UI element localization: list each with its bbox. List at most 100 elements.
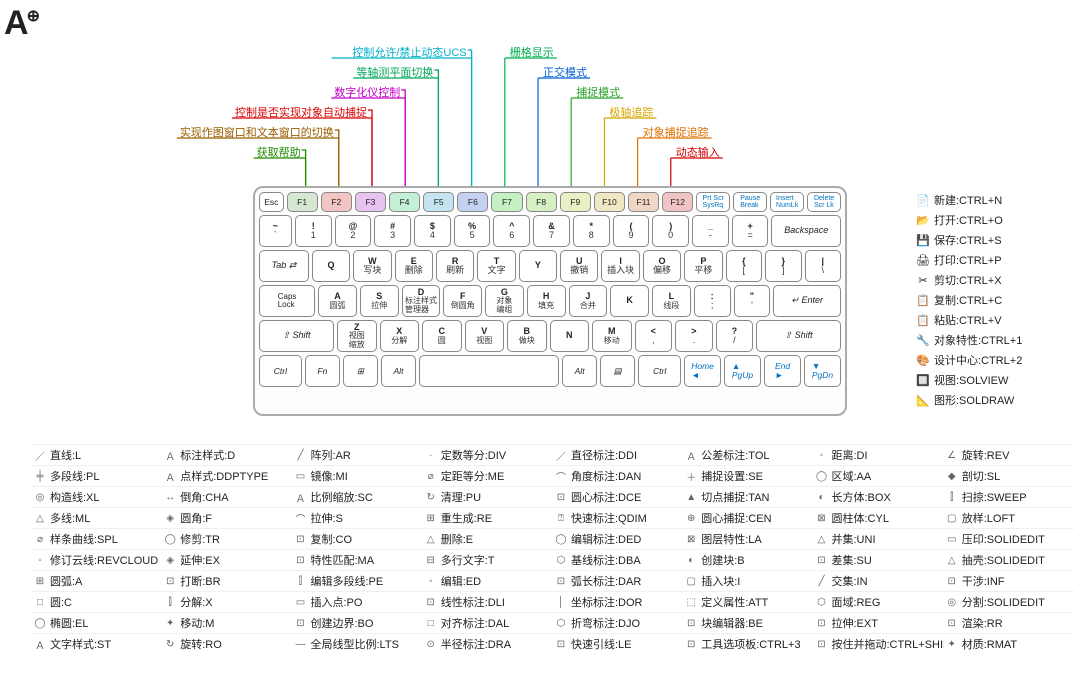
shortcut-icon: 💾 bbox=[916, 233, 930, 247]
command-icon: ◯ bbox=[815, 469, 829, 483]
command-icon: ▭ bbox=[294, 595, 308, 609]
command-icon: ⊡ bbox=[684, 637, 698, 651]
command-icon: △ bbox=[33, 511, 47, 525]
command-icon: ◐ bbox=[815, 490, 829, 504]
command-cell: ◦编辑:ED bbox=[423, 570, 553, 591]
command-cell: ◐长方体:BOX bbox=[814, 486, 944, 507]
command-label: 构造线:XL bbox=[50, 489, 100, 505]
annotation-label: 栅格显示 bbox=[510, 44, 554, 60]
key: "' bbox=[734, 285, 771, 317]
command-icon: ╱ bbox=[294, 448, 308, 462]
shortcut-row: 📂打开:CTRL+O bbox=[916, 210, 1072, 230]
command-label: 插入块:I bbox=[701, 573, 740, 589]
command-icon: ⊡ bbox=[554, 637, 568, 651]
key: ⇧ Shift bbox=[756, 320, 841, 352]
command-label: 多行文字:T bbox=[441, 552, 495, 568]
key: E删除 bbox=[395, 250, 433, 282]
key: += bbox=[732, 215, 769, 247]
command-icon: ⊡ bbox=[554, 574, 568, 588]
key: ▼PgDn bbox=[804, 355, 841, 387]
command-label: 椭圆:EL bbox=[50, 615, 89, 631]
command-label: 角度标注:DAN bbox=[571, 468, 641, 484]
key: DeleteScr Lk bbox=[807, 192, 841, 212]
command-cell: ⬡面域:REG bbox=[814, 591, 944, 612]
command-cell: ⊡复制:CO bbox=[293, 528, 423, 549]
command-cell: △多线:ML bbox=[32, 507, 162, 528]
command-icon: Ａ bbox=[294, 490, 308, 504]
command-icon: ⫿ bbox=[294, 574, 308, 588]
key: Alt bbox=[562, 355, 597, 387]
command-icon: ✦ bbox=[945, 637, 959, 651]
keyboard-diagram: EscF1F2F3F4F5F6F7F8F9F10F11F12Prt ScrSys… bbox=[253, 186, 847, 416]
command-label: 点样式:DDPTYPE bbox=[180, 468, 268, 484]
command-icon: Ａ bbox=[33, 637, 47, 651]
command-cell: ⊟多行文字:T bbox=[423, 549, 553, 570]
command-icon: ⬡ bbox=[554, 553, 568, 567]
command-cell: ◎构造线:XL bbox=[32, 486, 162, 507]
command-icon: ◯ bbox=[163, 532, 177, 546]
key: PauseBreak bbox=[733, 192, 767, 212]
command-label: 渲染:RR bbox=[962, 615, 1003, 631]
key: S拉伸 bbox=[360, 285, 399, 317]
command-icon: — bbox=[294, 637, 308, 651]
command-label: 复制:CO bbox=[311, 531, 353, 547]
command-label: 区域:AA bbox=[832, 468, 872, 484]
command-cell: ↻清理:PU bbox=[423, 486, 553, 507]
command-label: 捕捉设置:SE bbox=[701, 468, 763, 484]
key: K bbox=[610, 285, 649, 317]
command-cell: ▭镜像:MI bbox=[293, 465, 423, 486]
command-cell: ◐创建块:B bbox=[683, 549, 813, 570]
shortcut-icon: 📋 bbox=[916, 293, 930, 307]
command-label: 插入点:PO bbox=[311, 594, 363, 610]
command-icon: ▢ bbox=[945, 511, 959, 525]
command-cell: ⊡打断:BR bbox=[162, 570, 292, 591]
command-label: 阵列:AR bbox=[311, 447, 351, 463]
command-cell: ▭插入点:PO bbox=[293, 591, 423, 612]
key: F11 bbox=[628, 192, 659, 212]
command-label: 差集:SU bbox=[832, 552, 872, 568]
command-cell: ⊡弧长标注:DAR bbox=[553, 570, 683, 591]
annotation-label: 动态输入 bbox=[676, 144, 720, 160]
annotation-label: 正交模式 bbox=[543, 64, 587, 80]
command-cell: ✦移动:M bbox=[162, 612, 292, 633]
command-label: 圆柱体:CYL bbox=[832, 510, 889, 526]
shortcut-icon: 🔲 bbox=[916, 373, 930, 387]
command-icon: ◯ bbox=[33, 616, 47, 630]
command-label: 弧长标注:DAR bbox=[571, 573, 641, 589]
command-icon: △ bbox=[815, 532, 829, 546]
command-label: 切点捕捉:TAN bbox=[701, 489, 769, 505]
command-cell: ⍰快速标注:QDIM bbox=[553, 507, 683, 528]
key: Backspace bbox=[771, 215, 841, 247]
command-icon: ＋ bbox=[684, 469, 698, 483]
command-label: 编辑:ED bbox=[441, 573, 481, 589]
command-icon: ⬡ bbox=[815, 595, 829, 609]
command-icon: ◎ bbox=[33, 490, 47, 504]
command-label: 对齐标注:DAL bbox=[441, 615, 509, 631]
key: %5 bbox=[454, 215, 491, 247]
key: {[ bbox=[726, 250, 762, 282]
command-icon: Ａ bbox=[163, 469, 177, 483]
command-icon: ⊡ bbox=[424, 595, 438, 609]
key: W写块 bbox=[353, 250, 391, 282]
shortcut-label: 保存:CTRL+S bbox=[934, 232, 1002, 248]
command-icon: □ bbox=[33, 595, 47, 609]
shortcut-icon: 📄 bbox=[916, 193, 930, 207]
key: ~` bbox=[259, 215, 292, 247]
command-cell: ＋捕捉设置:SE bbox=[683, 465, 813, 486]
key: R刷新 bbox=[436, 250, 474, 282]
key: Tab ⇄ bbox=[259, 250, 309, 282]
command-label: 距离:DI bbox=[832, 447, 868, 463]
shortcut-row: 🎨设计中心:CTRL+2 bbox=[916, 350, 1072, 370]
command-icon: ⍰ bbox=[554, 511, 568, 525]
key: Esc bbox=[259, 192, 284, 212]
command-icon: ∙ bbox=[424, 448, 438, 462]
command-cell: ／直径标注:DDI bbox=[553, 444, 683, 465]
key: F8 bbox=[526, 192, 557, 212]
shortcut-icon: 📂 bbox=[916, 213, 930, 227]
shortcut-label: 视图:SOLVIEW bbox=[934, 372, 1008, 388]
shortcut-row: 💾 保存:CTRL+S bbox=[916, 230, 1072, 250]
command-cell: ◦距离:DI bbox=[814, 444, 944, 465]
command-label: 拉伸:EXT bbox=[832, 615, 878, 631]
key: $4 bbox=[414, 215, 451, 247]
command-cell: △删除:E bbox=[423, 528, 553, 549]
